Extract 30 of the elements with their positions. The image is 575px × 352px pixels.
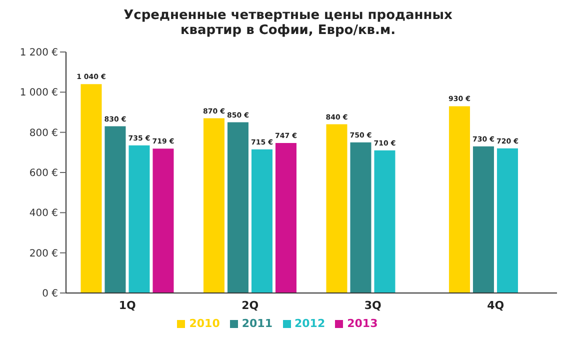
y-tick-label: 0 € [42,288,58,300]
bar [326,124,348,293]
legend-label: 2011 [242,317,272,330]
bar [275,142,296,293]
bar [80,84,102,293]
bar [472,146,494,293]
x-tick-label: 1Q [118,298,136,312]
y-tick-label: 800 € [29,128,58,139]
bar [227,122,248,293]
y-tick-label: 400 € [29,208,58,220]
legend-label: 2010 [189,317,220,330]
bar [203,118,224,293]
bar [152,148,174,293]
bar [104,126,126,293]
x-tick-label: 2Q [242,298,259,312]
bar [128,145,150,293]
bar [374,150,396,293]
y-tick-label: 600 € [29,168,58,180]
bar [350,142,372,293]
legend-label: 2013 [347,317,378,330]
x-tick-label: 3Q [364,298,382,312]
bar [251,149,272,293]
x-tick-label: 4Q [487,298,504,312]
bar [496,148,518,293]
legend-label: 2012 [294,317,326,330]
y-tick-label: 1 000 € [20,88,58,99]
y-tick-label: 200 € [29,248,58,260]
y-tick-label: 1 200 € [20,48,58,59]
bar [448,106,470,293]
chart-title: Усредненные четвертные цены проданных квартир в Софии, Евро/кв.м. [122,8,454,38]
